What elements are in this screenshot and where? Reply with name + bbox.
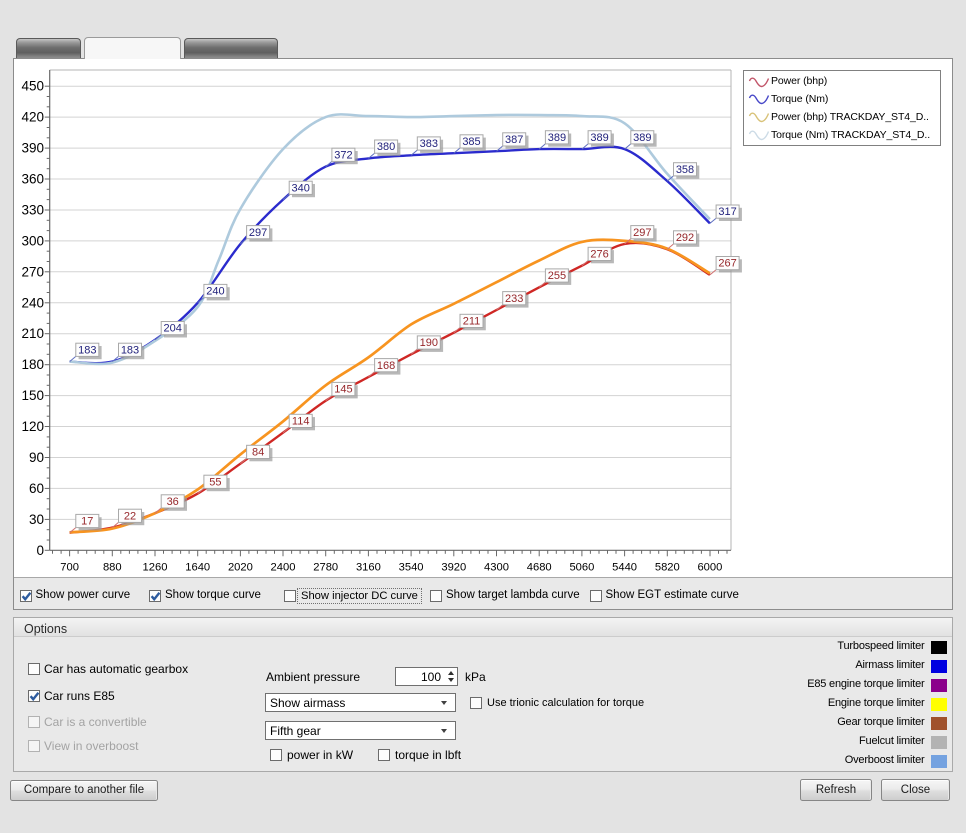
svg-text:183: 183 — [121, 344, 139, 356]
svg-text:2020: 2020 — [228, 562, 253, 574]
svg-text:389: 389 — [590, 132, 608, 144]
svg-text:240: 240 — [206, 286, 224, 298]
svg-text:360: 360 — [21, 172, 44, 187]
svg-text:387: 387 — [505, 134, 523, 146]
svg-text:420: 420 — [21, 110, 44, 125]
svg-text:84: 84 — [252, 447, 264, 459]
svg-text:358: 358 — [676, 164, 694, 176]
svg-text:4680: 4680 — [527, 562, 552, 574]
svg-text:168: 168 — [377, 360, 395, 372]
svg-text:317: 317 — [718, 206, 736, 218]
svg-text:276: 276 — [590, 249, 608, 261]
svg-text:2780: 2780 — [313, 562, 338, 574]
svg-text:17: 17 — [81, 516, 93, 528]
svg-text:60: 60 — [29, 481, 44, 496]
svg-text:2400: 2400 — [271, 562, 296, 574]
svg-text:3160: 3160 — [356, 562, 381, 574]
svg-text:340: 340 — [292, 182, 310, 194]
svg-text:1260: 1260 — [143, 562, 168, 574]
svg-text:267: 267 — [718, 258, 736, 270]
svg-text:5820: 5820 — [655, 562, 680, 574]
svg-text:211: 211 — [463, 316, 481, 328]
svg-text:372: 372 — [334, 149, 352, 161]
svg-text:330: 330 — [21, 203, 44, 218]
svg-text:380: 380 — [377, 141, 395, 153]
svg-text:297: 297 — [249, 227, 267, 239]
svg-text:36: 36 — [167, 496, 179, 508]
svg-text:210: 210 — [21, 326, 44, 341]
svg-text:1640: 1640 — [185, 562, 210, 574]
svg-text:383: 383 — [420, 138, 438, 150]
svg-text:120: 120 — [21, 419, 44, 434]
svg-text:390: 390 — [21, 141, 44, 156]
svg-text:5440: 5440 — [612, 562, 637, 574]
svg-text:6000: 6000 — [697, 562, 722, 574]
svg-text:880: 880 — [103, 562, 122, 574]
svg-text:700: 700 — [60, 562, 79, 574]
svg-text:3920: 3920 — [441, 562, 466, 574]
svg-text:0: 0 — [36, 543, 44, 558]
svg-text:30: 30 — [29, 512, 44, 527]
svg-text:240: 240 — [21, 295, 44, 310]
svg-text:180: 180 — [21, 357, 44, 372]
svg-text:3540: 3540 — [399, 562, 424, 574]
svg-text:297: 297 — [633, 227, 651, 239]
svg-text:389: 389 — [633, 132, 651, 144]
svg-text:114: 114 — [292, 416, 310, 428]
svg-text:4300: 4300 — [484, 562, 509, 574]
svg-text:450: 450 — [21, 79, 44, 94]
svg-text:90: 90 — [29, 450, 44, 465]
svg-text:292: 292 — [676, 232, 694, 244]
svg-text:300: 300 — [21, 233, 44, 248]
svg-text:270: 270 — [21, 264, 44, 279]
svg-text:255: 255 — [548, 270, 566, 282]
svg-text:22: 22 — [124, 510, 136, 522]
svg-text:55: 55 — [209, 476, 221, 488]
svg-text:5060: 5060 — [569, 562, 594, 574]
svg-text:385: 385 — [462, 136, 480, 148]
svg-text:145: 145 — [334, 384, 352, 396]
svg-text:150: 150 — [21, 388, 44, 403]
svg-text:190: 190 — [420, 337, 438, 349]
svg-text:389: 389 — [548, 132, 566, 144]
svg-text:204: 204 — [164, 323, 182, 335]
svg-text:183: 183 — [78, 344, 96, 356]
svg-text:233: 233 — [505, 293, 523, 305]
